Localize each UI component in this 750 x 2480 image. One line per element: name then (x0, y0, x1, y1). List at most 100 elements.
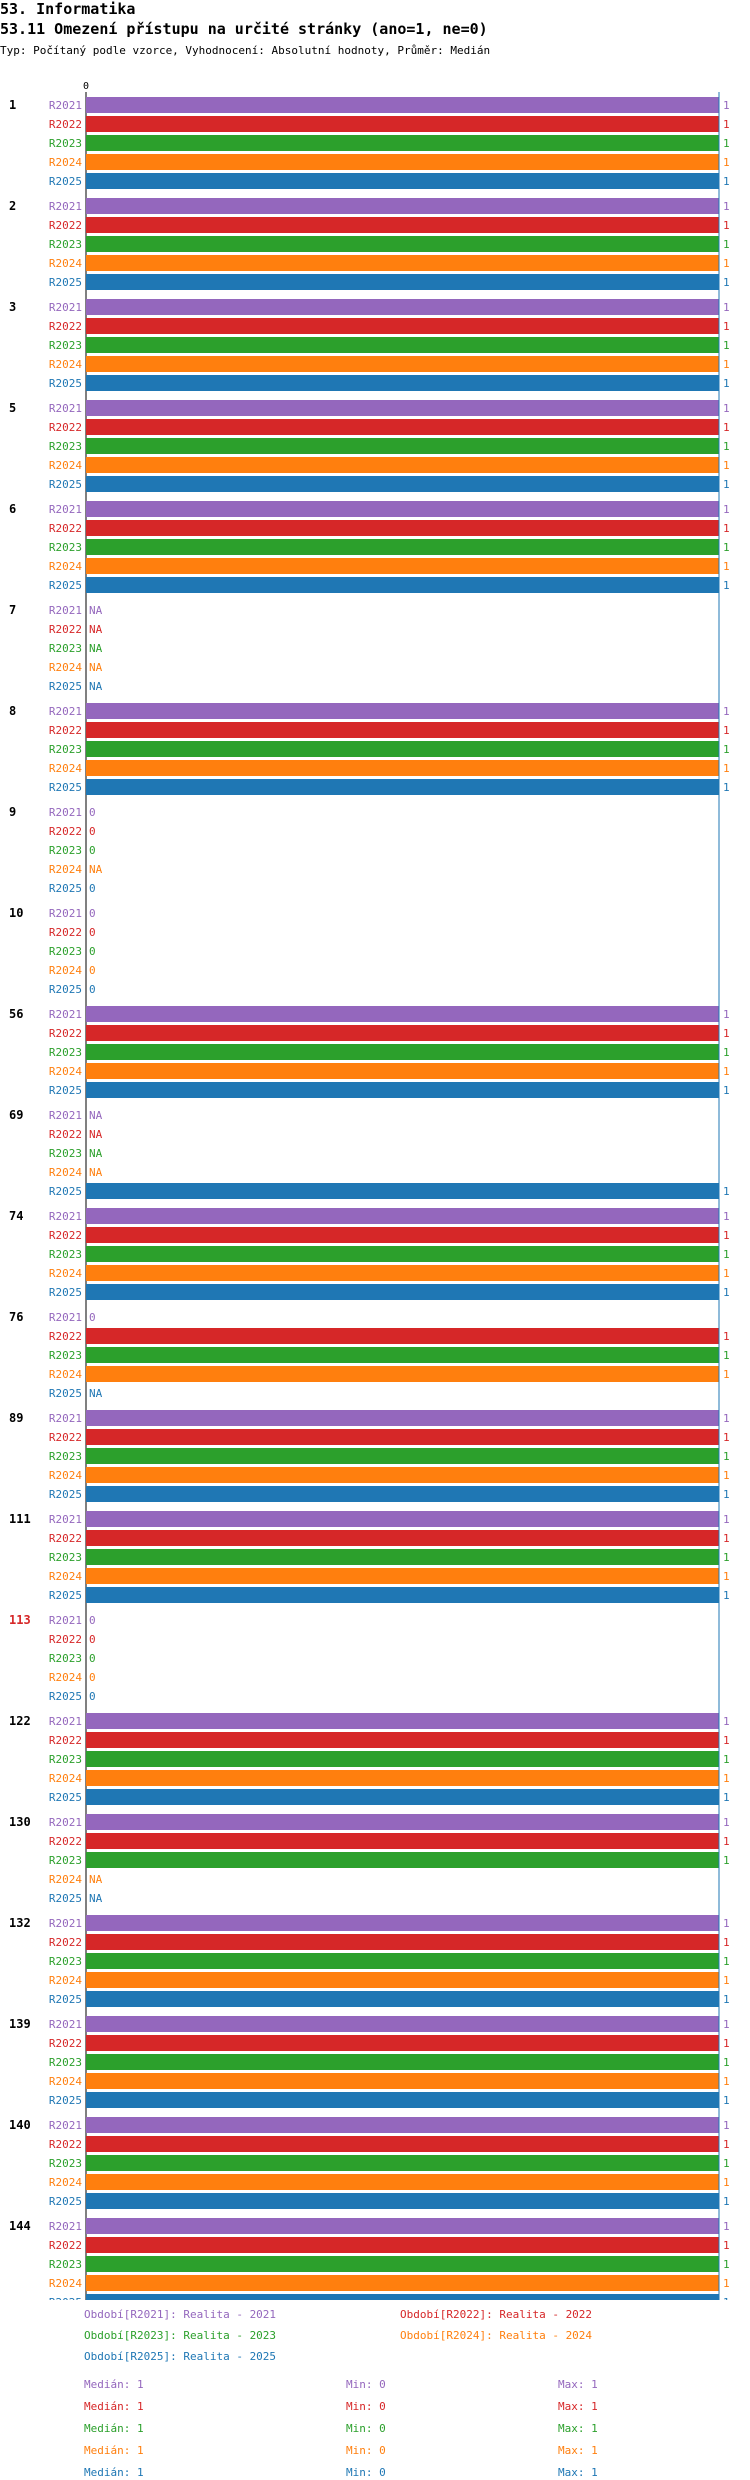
series-label: R2021 (49, 402, 82, 415)
stat-max-r2024: Max: 1 (558, 2444, 598, 2457)
series-label: R2022 (49, 1532, 82, 1545)
chart-subtitle: 53.11 Omezení přístupu na určité stránky… (0, 20, 488, 38)
series-label: R2021 (49, 2119, 82, 2132)
value-label: 1 (723, 1330, 730, 1343)
series-label: R2023 (49, 844, 82, 857)
value-label: 1 (723, 503, 730, 516)
group-label: 9 (9, 805, 16, 819)
series-label: R2022 (49, 1936, 82, 1949)
series-label: R2025 (49, 1185, 82, 1198)
bar (86, 1991, 719, 2007)
value-label: 0 (89, 983, 96, 996)
series-label: R2025 (49, 377, 82, 390)
series-label: R2022 (49, 1128, 82, 1141)
bar (86, 198, 719, 214)
stat-median-r2025: Medián: 1 (84, 2466, 144, 2479)
value-label: 1 (723, 1993, 730, 2006)
bar (86, 2054, 719, 2070)
value-label: 1 (723, 762, 730, 775)
series-label: R2022 (49, 1431, 82, 1444)
bar (86, 1429, 719, 1445)
value-label: 0 (89, 964, 96, 977)
bar (86, 539, 719, 555)
bar (86, 577, 719, 593)
value-label: 1 (723, 1532, 730, 1545)
bar (86, 2174, 719, 2190)
value-label: 0 (89, 907, 96, 920)
series-label: R2021 (49, 301, 82, 314)
bar (86, 2092, 719, 2108)
bar (86, 2275, 719, 2291)
bar (86, 457, 719, 473)
series-label: R2023 (49, 1955, 82, 1968)
value-label: 0 (89, 844, 96, 857)
value-label: 1 (723, 1286, 730, 1299)
value-label: 1 (723, 560, 730, 573)
value-label: 1 (723, 156, 730, 169)
bar (86, 217, 719, 233)
bar (86, 1347, 719, 1363)
series-label: R2023 (49, 339, 82, 352)
value-label: 1 (723, 541, 730, 554)
group-label: 76 (9, 1310, 23, 1324)
series-label: R2021 (49, 2018, 82, 2031)
value-label: 1 (723, 2220, 730, 2233)
group-label: 56 (9, 1007, 23, 1021)
bar (86, 760, 719, 776)
value-label: 1 (723, 320, 730, 333)
series-label: R2022 (49, 421, 82, 434)
value-label: NA (89, 623, 103, 636)
series-label: R2025 (49, 1488, 82, 1501)
value-label: NA (89, 1387, 103, 1400)
bar (86, 356, 719, 372)
group-label: 111 (9, 1512, 31, 1526)
series-label: R2023 (49, 440, 82, 453)
value-label: 1 (723, 1008, 730, 1021)
series-label: R2021 (49, 1311, 82, 1324)
value-label: NA (89, 1147, 103, 1160)
bar (86, 1025, 719, 1041)
series-label: R2024 (49, 964, 82, 977)
value-label: NA (89, 661, 103, 674)
series-label: R2023 (49, 238, 82, 251)
series-label: R2022 (49, 219, 82, 232)
value-label: 1 (723, 377, 730, 390)
bar (86, 1972, 719, 1988)
bar (86, 2193, 719, 2209)
value-label: 1 (723, 1955, 730, 1968)
group-label: 139 (9, 2017, 31, 2031)
bar (86, 400, 719, 416)
group-label: 10 (9, 906, 23, 920)
value-label: 1 (723, 2176, 730, 2189)
value-label: NA (89, 680, 103, 693)
value-label: 0 (89, 926, 96, 939)
bar (86, 558, 719, 574)
series-label: R2025 (49, 1286, 82, 1299)
x-tick-label: 0 (83, 81, 89, 92)
series-label: R2024 (49, 863, 82, 876)
value-label: 1 (723, 1084, 730, 1097)
series-label: R2021 (49, 1614, 82, 1627)
series-label: R2025 (49, 1892, 82, 1905)
value-label: 0 (89, 1311, 96, 1324)
value-label: 1 (723, 1229, 730, 1242)
bar (86, 1448, 719, 1464)
series-label: R2021 (49, 1008, 82, 1021)
series-label: R2024 (49, 1671, 82, 1684)
series-label: R2022 (49, 926, 82, 939)
value-label: 1 (723, 137, 730, 150)
value-label: 1 (723, 2258, 730, 2271)
series-label: R2024 (49, 1368, 82, 1381)
bar (86, 1833, 719, 1849)
series-label: R2025 (49, 2195, 82, 2208)
series-label: R2025 (49, 478, 82, 491)
bar (86, 116, 719, 132)
series-label: R2023 (49, 1450, 82, 1463)
series-label: R2024 (49, 1873, 82, 1886)
stat-max-r2021: Max: 1 (558, 2378, 598, 2391)
series-label: R2022 (49, 825, 82, 838)
group-label: 140 (9, 2118, 31, 2132)
series-label: R2021 (49, 503, 82, 516)
series-label: R2023 (49, 1248, 82, 1261)
value-label: 1 (723, 2094, 730, 2107)
